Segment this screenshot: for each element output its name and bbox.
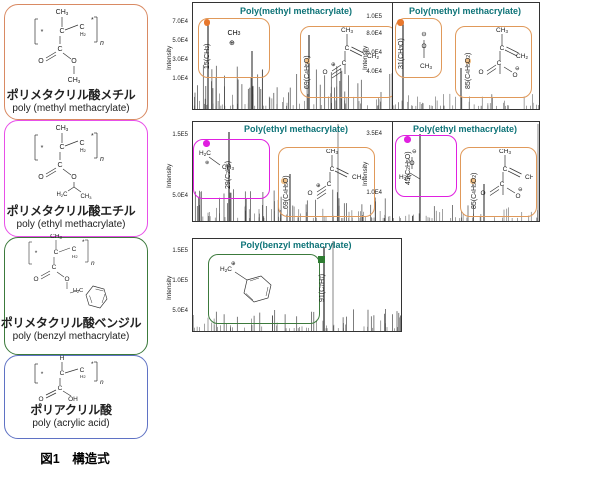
- svg-text:H2: H2: [80, 32, 87, 38]
- svg-text:C: C: [79, 140, 84, 147]
- svg-text:O: O: [64, 276, 69, 283]
- svg-text:*: *: [41, 371, 44, 378]
- svg-text:C: C: [80, 367, 85, 374]
- svg-text:C: C: [57, 162, 62, 169]
- svg-text:C: C: [503, 166, 508, 173]
- svg-text:CH3: CH3: [56, 9, 69, 16]
- svg-text:C: C: [54, 249, 59, 256]
- svg-text:C: C: [59, 144, 64, 151]
- svg-text:CH3: CH3: [68, 77, 81, 84]
- svg-text:CH3: CH3: [499, 149, 511, 155]
- svg-text:CH2: CH2: [525, 174, 533, 181]
- svg-text:O: O: [71, 174, 77, 181]
- svg-text:C: C: [57, 46, 62, 53]
- svg-text:C: C: [59, 28, 64, 35]
- svg-text:C: C: [500, 45, 505, 52]
- svg-text:H2C: H2C: [199, 150, 211, 157]
- svg-text:n: n: [91, 260, 95, 267]
- svg-text:H2C: H2C: [399, 174, 411, 181]
- svg-text:⊖: ⊖: [412, 149, 417, 155]
- svg-text:C: C: [72, 246, 77, 253]
- svg-text:O: O: [512, 72, 517, 79]
- svg-text:*: *: [91, 361, 94, 368]
- svg-text:C: C: [500, 181, 505, 188]
- svg-text:*: *: [91, 133, 94, 140]
- svg-text:C: C: [58, 385, 63, 392]
- svg-text:H2: H2: [80, 148, 87, 154]
- svg-text:⊖: ⊖: [518, 187, 523, 193]
- svg-text:⊕: ⊕: [316, 183, 321, 189]
- svg-text:H2: H2: [72, 254, 78, 260]
- svg-text:H2C: H2C: [57, 192, 69, 198]
- svg-text:*: *: [82, 239, 85, 246]
- svg-text:O: O: [515, 193, 520, 200]
- svg-text:CH3: CH3: [326, 149, 338, 155]
- svg-text:n: n: [100, 156, 104, 163]
- svg-text:CH3: CH3: [341, 27, 353, 34]
- svg-text:O: O: [322, 69, 327, 76]
- svg-text:⊖: ⊖: [421, 31, 427, 38]
- svg-text:C: C: [60, 370, 65, 377]
- svg-text:⊖: ⊖: [515, 66, 520, 72]
- svg-text:CH3: CH3: [56, 125, 69, 132]
- svg-text:C: C: [497, 60, 502, 67]
- svg-text:O: O: [71, 58, 77, 65]
- svg-text:O: O: [38, 174, 44, 181]
- svg-text:*: *: [41, 29, 44, 36]
- svg-text:CH3: CH3: [420, 63, 432, 70]
- svg-text:CH2: CH2: [516, 53, 528, 60]
- svg-text:O: O: [33, 276, 38, 283]
- svg-text:C: C: [52, 264, 57, 271]
- svg-text:*: *: [41, 145, 44, 152]
- svg-text:C: C: [342, 60, 347, 67]
- svg-text:C: C: [345, 45, 350, 52]
- svg-text:O: O: [409, 160, 414, 167]
- svg-text:CH3: CH3: [81, 194, 93, 200]
- svg-text:n: n: [100, 379, 104, 386]
- svg-text:C: C: [79, 24, 84, 31]
- svg-text:CH3: CH3: [496, 27, 508, 34]
- svg-text:O: O: [421, 43, 426, 50]
- svg-text:H2: H2: [80, 374, 86, 380]
- svg-text:CH3: CH3: [222, 164, 234, 171]
- svg-text:⊕: ⊕: [231, 261, 236, 267]
- svg-text:n: n: [100, 40, 104, 47]
- svg-text:C: C: [330, 166, 335, 173]
- svg-text:H2C: H2C: [73, 288, 83, 294]
- svg-text:H: H: [60, 355, 65, 362]
- svg-text:⊕: ⊕: [205, 160, 209, 166]
- svg-text:O: O: [38, 58, 44, 65]
- svg-text:*: *: [35, 250, 38, 257]
- svg-text:O: O: [480, 190, 485, 197]
- svg-text:O: O: [307, 190, 312, 197]
- svg-text:H2C: H2C: [220, 266, 232, 273]
- svg-text:*: *: [91, 17, 94, 24]
- svg-text:CH3: CH3: [50, 234, 62, 240]
- svg-text:C: C: [327, 181, 332, 188]
- svg-text:O: O: [478, 69, 483, 76]
- svg-text:⊕: ⊕: [331, 62, 336, 68]
